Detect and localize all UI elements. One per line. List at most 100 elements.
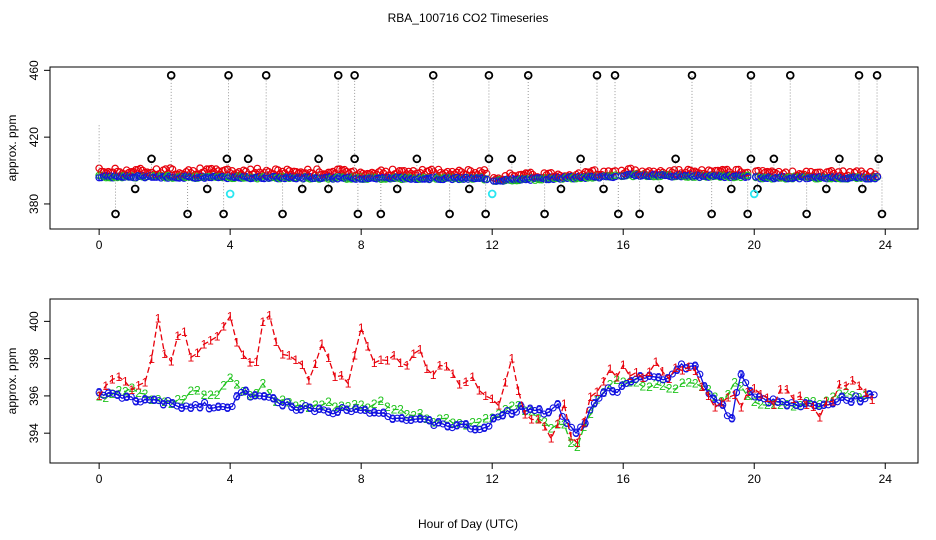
series-1-glyph: 1 xyxy=(319,337,326,351)
top-x-tick-label: 8 xyxy=(358,238,365,252)
series-3-point xyxy=(334,408,342,416)
series-1-glyph: 1 xyxy=(803,398,810,412)
series-1-glyph: 1 xyxy=(129,383,136,397)
series-2-glyph: 2 xyxy=(220,379,227,393)
series-3-glyph: 3 xyxy=(793,398,800,412)
series-2-glyph: 2 xyxy=(843,386,850,400)
black-outlier-point xyxy=(671,154,680,164)
series-2-glyph: 2 xyxy=(404,408,411,422)
red-point xyxy=(654,168,663,177)
series-3-point xyxy=(411,415,420,423)
black-outlier-point xyxy=(428,71,438,80)
series-3-point xyxy=(237,388,245,397)
series-3-glyph: 3 xyxy=(343,403,350,417)
series-2-glyph: 2 xyxy=(738,379,745,393)
series-1-glyph: 1 xyxy=(463,375,470,389)
series-2-glyph: 2 xyxy=(757,398,764,412)
series-3-point xyxy=(141,396,149,404)
black-outlier-point xyxy=(297,184,307,194)
series-1-glyph: 1 xyxy=(469,370,476,384)
series-3-glyph: 3 xyxy=(233,390,240,404)
black-outlier-point xyxy=(877,209,887,219)
top-plot-frame xyxy=(49,66,919,230)
series-1-glyph: 1 xyxy=(338,368,345,382)
series-3-glyph: 3 xyxy=(252,389,259,403)
black-outlier-point xyxy=(743,209,752,219)
series-3-glyph: 3 xyxy=(719,398,726,412)
series-3-point xyxy=(613,388,621,396)
series-3-point xyxy=(178,404,186,412)
bottom-y-tick-label: 398 xyxy=(27,348,41,368)
bottom-y-tick-label: 400 xyxy=(27,311,41,331)
series-1-glyph: 1 xyxy=(790,392,797,406)
series-3-glyph: 3 xyxy=(169,397,176,411)
series-1-glyph: 1 xyxy=(345,377,352,391)
series-3-point xyxy=(407,416,415,424)
series-3-point xyxy=(861,395,869,403)
series-3-point xyxy=(600,389,608,397)
series-1-glyph: 1 xyxy=(495,399,502,413)
series-2-glyph: 2 xyxy=(135,386,142,400)
series-3-glyph: 3 xyxy=(747,385,754,399)
series-3-point xyxy=(210,404,218,412)
series-3-glyph: 3 xyxy=(215,400,222,414)
series-3-point xyxy=(292,406,300,414)
black-outlier-point xyxy=(610,71,620,80)
red-point xyxy=(453,168,461,177)
series-2-glyph: 2 xyxy=(214,388,221,402)
series-1-glyph: 1 xyxy=(797,389,804,403)
series-1-glyph: 1 xyxy=(181,325,188,339)
series-2-glyph: 2 xyxy=(810,394,817,408)
series-1-glyph: 1 xyxy=(574,436,581,450)
series-1-glyph: 1 xyxy=(260,315,267,329)
series-1-glyph: 1 xyxy=(253,355,260,369)
series-2-glyph: 2 xyxy=(574,440,581,454)
series-3-point xyxy=(622,379,631,387)
black-outlier-point xyxy=(769,154,779,164)
series-3-glyph: 3 xyxy=(518,399,525,413)
cyan-outlier-point xyxy=(749,189,759,199)
series-1-glyph: 1 xyxy=(777,383,784,397)
series-3-point xyxy=(109,389,117,397)
series-3-point xyxy=(159,401,167,409)
series-2-glyph: 2 xyxy=(410,408,417,422)
series-3-point xyxy=(577,423,585,431)
black-outlier-point xyxy=(202,184,212,194)
series-2-glyph: 2 xyxy=(260,377,267,391)
red-point xyxy=(212,165,220,173)
series-2-glyph: 2 xyxy=(567,436,574,450)
series-3-point xyxy=(549,404,557,412)
series-2-glyph: 2 xyxy=(188,384,195,398)
black-outlier-point xyxy=(707,209,716,219)
series-1-glyph: 1 xyxy=(240,348,247,362)
series-3-point xyxy=(815,403,823,411)
bottom-y-tick-label: 396 xyxy=(27,386,41,406)
series-2-glyph: 2 xyxy=(744,389,751,403)
series-3-glyph: 3 xyxy=(197,401,204,415)
series-2-glyph: 2 xyxy=(253,387,260,401)
blue-point xyxy=(430,173,438,181)
series-1-glyph: 1 xyxy=(450,367,457,381)
series-1-glyph: 1 xyxy=(266,308,273,322)
series-1-glyph: 1 xyxy=(843,379,850,393)
series-3-glyph: 3 xyxy=(738,368,745,382)
series-3-point xyxy=(356,406,365,414)
series-1-glyph: 1 xyxy=(410,347,417,361)
black-outlier-point xyxy=(166,71,176,80)
series-1-glyph: 1 xyxy=(508,352,515,366)
series-3-glyph: 3 xyxy=(839,390,846,404)
series-3-point xyxy=(645,372,653,380)
series-2-glyph: 2 xyxy=(541,415,548,429)
series-1-glyph: 1 xyxy=(849,373,856,387)
top-y-tick-label: 380 xyxy=(27,194,41,214)
series-3-point xyxy=(173,402,181,410)
series-3-glyph: 3 xyxy=(628,375,635,389)
series-3-glyph: 3 xyxy=(224,401,231,415)
series-2-glyph: 2 xyxy=(692,376,699,390)
series-3-point xyxy=(421,415,429,423)
series-3-point xyxy=(792,401,800,409)
series-2-glyph: 2 xyxy=(129,381,136,395)
series-3-glyph: 3 xyxy=(784,398,791,412)
